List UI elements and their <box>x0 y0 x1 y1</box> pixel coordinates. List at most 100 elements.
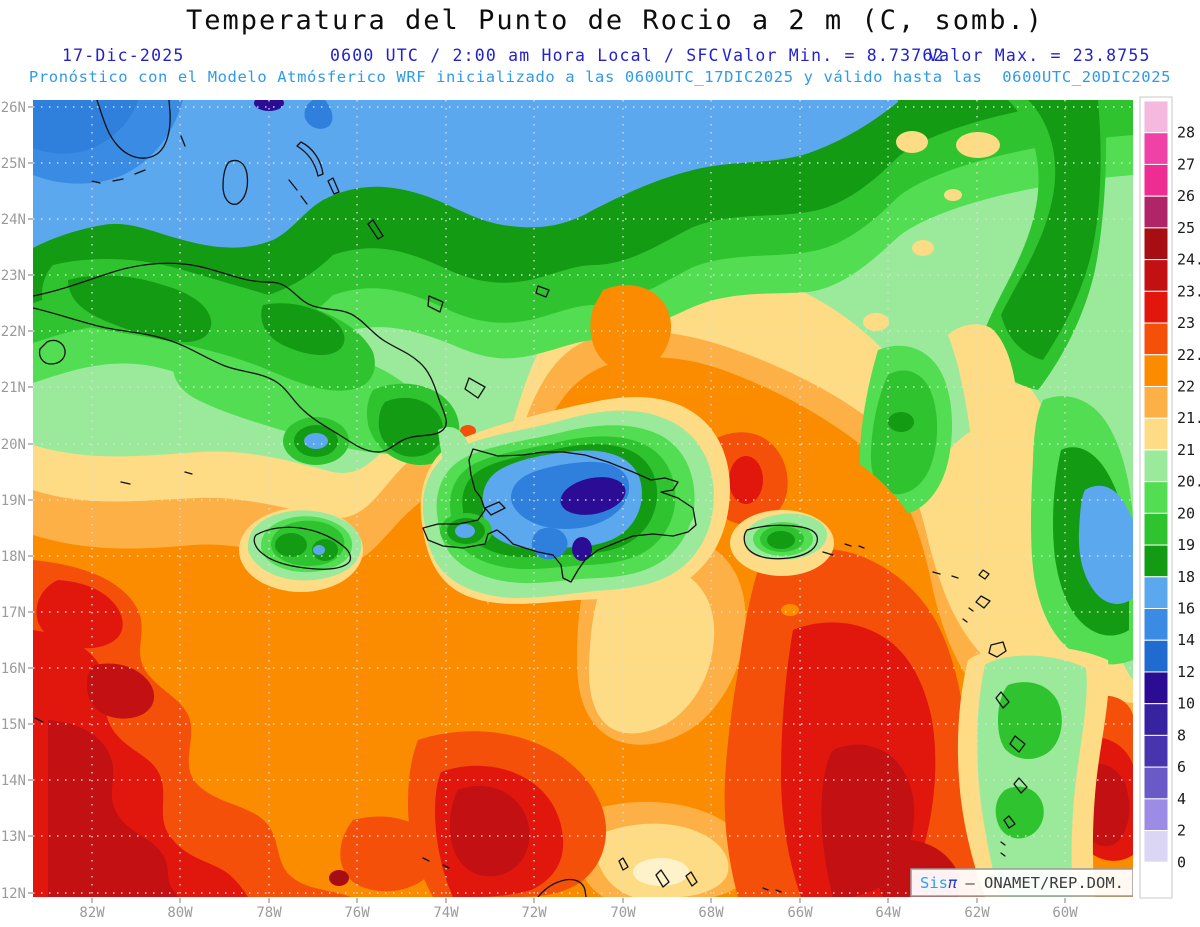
colorbar-label: 19 <box>1177 536 1195 554</box>
colorbar-swatch <box>1144 291 1168 323</box>
contour-field <box>729 456 763 504</box>
colorbar-label: 20 <box>1177 504 1195 522</box>
y-axis-label: 17N <box>1 605 26 621</box>
y-axis: 26N25N24N23N22N21N20N19N18N17N16N15N14N1… <box>1 100 33 902</box>
contour-field <box>275 533 307 557</box>
contour-field <box>313 545 325 555</box>
y-axis-label: 13N <box>1 829 26 845</box>
contour-field <box>896 131 928 153</box>
contour-field <box>888 412 914 432</box>
colorbar-label: 0 <box>1177 853 1186 871</box>
colorbar-swatch <box>1144 577 1168 609</box>
x-axis-label: 82W <box>79 905 105 921</box>
y-axis-label: 21N <box>1 380 26 396</box>
contour-field: Sisπ – ONAMET/REP.DOM. <box>33 95 1133 897</box>
colorbar-swatch <box>1144 196 1168 228</box>
attribution-org: – ONAMET/REP.DOM. <box>965 874 1124 892</box>
y-axis-label: 24N <box>1 212 26 228</box>
colorbar-label: 14 <box>1177 631 1195 649</box>
contour-field <box>956 132 1000 158</box>
x-axis-label: 70W <box>610 905 636 921</box>
x-axis-label: 80W <box>167 905 193 921</box>
colorbar-swatch <box>1144 133 1168 165</box>
colorbar-swatch <box>1144 450 1168 482</box>
y-axis-label: 14N <box>1 773 26 789</box>
colorbar-swatch <box>1144 704 1168 736</box>
x-axis-label: 64W <box>875 905 901 921</box>
subtitle-line: 17-Dic-2025 0600 UTC / 2:00 am Hora Loca… <box>0 46 1200 68</box>
colorbar-swatch <box>1144 735 1168 767</box>
x-axis-label: 62W <box>964 905 990 921</box>
colorbar-label: 21 <box>1177 441 1195 459</box>
y-axis-label: 19N <box>1 493 26 509</box>
colorbar-swatch <box>1144 767 1168 799</box>
colorbar-swatch <box>1144 513 1168 545</box>
x-axis-label: 68W <box>698 905 724 921</box>
y-axis-label: 23N <box>1 268 26 284</box>
colorbar-swatch <box>1144 831 1168 863</box>
colorbar-label: 22.5 <box>1177 346 1200 364</box>
y-axis-label: 12N <box>1 886 26 902</box>
y-axis-label: 15N <box>1 717 26 733</box>
contour-field <box>998 682 1062 759</box>
colorbar-label: 8 <box>1177 726 1186 744</box>
max-value-label: Valor Max. = 23.8755 <box>928 46 1151 65</box>
y-axis-label: 18N <box>1 549 26 565</box>
colorbar-label: 23.5 <box>1177 282 1200 300</box>
colorbar-swatch <box>1144 672 1168 704</box>
attribution-text: Sisπ – ONAMET/REP.DOM. <box>920 874 1124 892</box>
map-canvas: Sisπ– ONAMET/REP.DOM. 82W80W78W76W74W72W… <box>0 0 1200 927</box>
y-axis-label: 16N <box>1 661 26 677</box>
min-value-label: Valor Min. = 8.73762 <box>722 46 945 65</box>
colorbar-label: 23 <box>1177 314 1195 332</box>
contour-field <box>781 604 799 616</box>
x-axis: 82W80W78W76W74W72W70W68W66W64W62W60W <box>79 898 1078 921</box>
colorbar-swatch <box>1144 862 1168 894</box>
colorbar-swatch <box>1144 418 1168 450</box>
colorbar-swatch <box>1144 482 1168 514</box>
colorbar-label: 25 <box>1177 219 1195 237</box>
colorbar-label: 20.5 <box>1177 473 1200 491</box>
x-axis-label: 78W <box>256 905 282 921</box>
pi-symbol: π <box>948 874 958 892</box>
sispi-logo: Sis <box>920 874 948 892</box>
contour-field <box>944 189 962 201</box>
contour-field <box>86 485 110 501</box>
weather-map-screenshot: Sisπ– ONAMET/REP.DOM. 82W80W78W76W74W72W… <box>0 0 1200 927</box>
contour-field <box>455 524 475 538</box>
colorbar-swatch <box>1144 323 1168 355</box>
contour-field <box>633 858 689 886</box>
colorbar-label: 21.5 <box>1177 409 1200 427</box>
colorbar-swatch <box>1144 545 1168 577</box>
contour-field <box>767 531 795 549</box>
colorbar-swatch <box>1144 164 1168 196</box>
attribution-box: Sisπ – ONAMET/REP.DOM. <box>911 869 1133 896</box>
colorbar-label: 4 <box>1177 790 1186 808</box>
x-axis-label: 74W <box>433 905 459 921</box>
colorbar-label: 28 <box>1177 124 1195 142</box>
x-axis-label: 72W <box>521 905 547 921</box>
contour-field <box>912 240 934 256</box>
y-axis-label: 25N <box>1 156 26 172</box>
colorbar-label: 18 <box>1177 568 1195 586</box>
colorbar-legend: 2827262524.523.52322.52221.52120.5201918… <box>1140 97 1200 898</box>
colorbar-swatch <box>1144 228 1168 260</box>
colorbar-label: 26 <box>1177 187 1195 205</box>
contour-field <box>304 433 328 449</box>
colorbar-swatch <box>1144 260 1168 292</box>
page-title: Temperatura del Punto de Rocio a 2 m (C,… <box>0 5 1200 36</box>
colorbar-swatch <box>1144 386 1168 418</box>
colorbar-label: 10 <box>1177 695 1195 713</box>
colorbar-swatch <box>1144 799 1168 831</box>
colorbar-swatch <box>1144 640 1168 672</box>
colorbar-label: 16 <box>1177 600 1195 618</box>
colorbar-swatch <box>1144 609 1168 641</box>
colorbar-label: 12 <box>1177 663 1195 681</box>
y-axis-label: 20N <box>1 437 26 453</box>
colorbar-label: 24.5 <box>1177 251 1200 269</box>
run-date: 17-Dic-2025 <box>62 46 184 65</box>
valid-time: 0600 UTC / 2:00 am Hora Local / SFC <box>330 46 720 65</box>
contour-field <box>863 313 889 331</box>
model-info-line: Pronóstico con el Modelo Atmósferico WRF… <box>0 68 1200 86</box>
x-axis-label: 60W <box>1052 905 1078 921</box>
